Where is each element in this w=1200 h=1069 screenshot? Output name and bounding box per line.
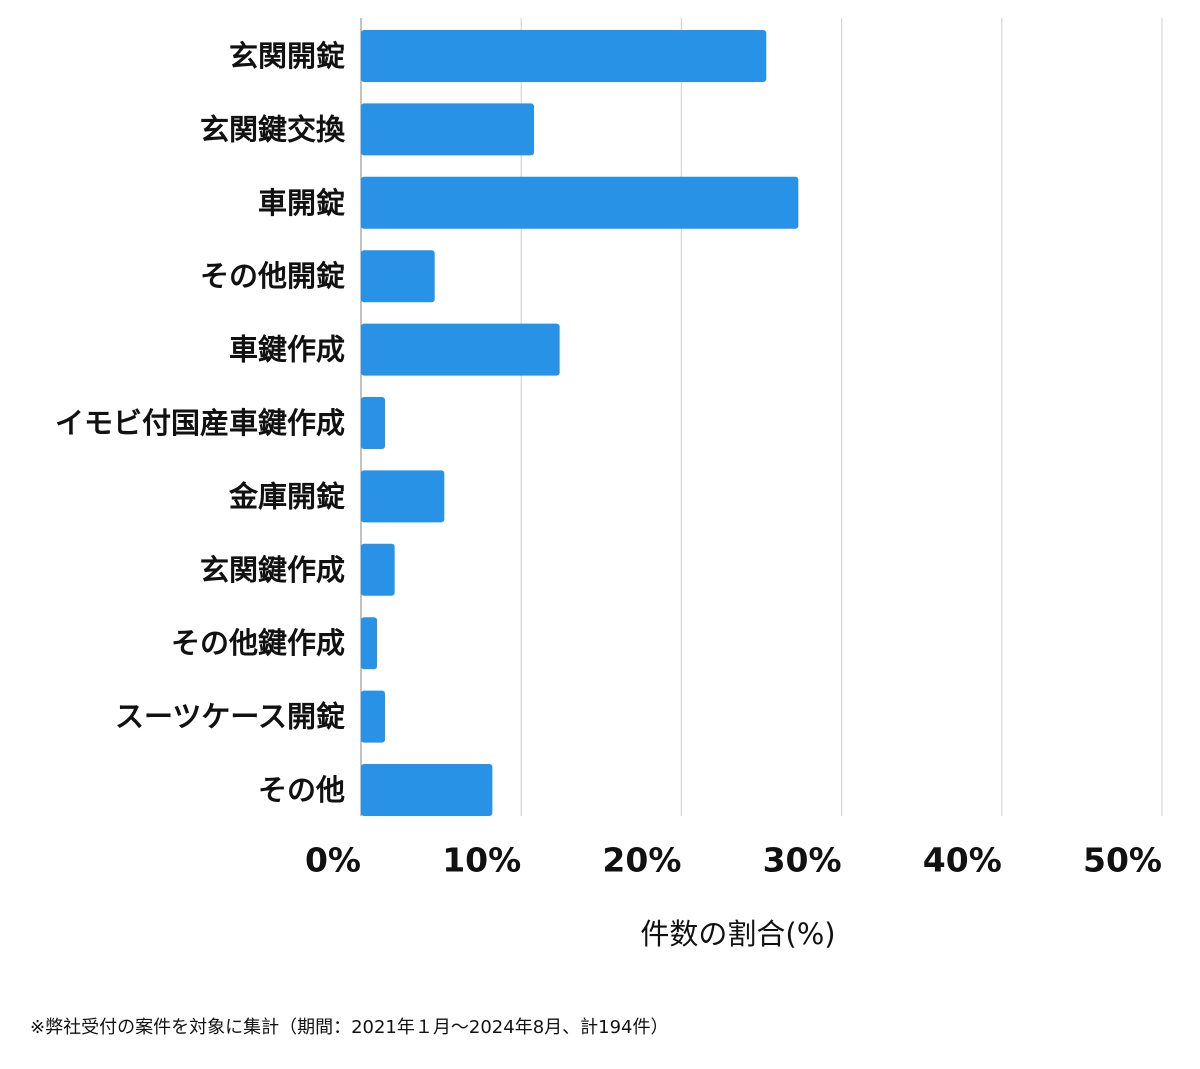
x-tick-label: 50% <box>1083 841 1162 880</box>
x-tick-label: 10% <box>442 841 521 880</box>
y-tick-label: 金庫開錠 <box>228 479 345 513</box>
y-tick-label: 車開錠 <box>258 186 345 220</box>
x-tick-label: 30% <box>763 841 842 880</box>
x-tick-label: 0% <box>305 841 361 880</box>
y-tick-label: その他鍵作成 <box>171 626 345 660</box>
bar <box>361 397 386 449</box>
footnote: ※弊社受付の案件を対象に集計（期間：2021年１月〜2024年8月、計194件） <box>30 1017 669 1038</box>
y-tick-label: 玄関鍵作成 <box>200 553 345 587</box>
y-tick-label: スーツケース開錠 <box>115 700 345 734</box>
bar <box>361 176 799 229</box>
y-tick-label: 車鍵作成 <box>229 333 345 367</box>
y-tick-label: その他 <box>258 773 345 807</box>
bar <box>361 470 445 523</box>
bar <box>361 543 395 596</box>
bar <box>361 323 560 376</box>
y-tick-label: その他開錠 <box>200 259 345 293</box>
y-tick-label: イモビ付国産車鍵作成 <box>55 406 345 440</box>
bar <box>361 764 493 816</box>
bar <box>361 690 386 743</box>
bar <box>361 30 767 82</box>
y-tick-label: 玄関鍵交換 <box>200 112 346 146</box>
x-axis-title: 件数の割合(%) <box>640 917 835 951</box>
bar <box>361 103 535 156</box>
bar <box>361 617 378 670</box>
x-tick-label: 20% <box>602 841 681 880</box>
x-tick-label: 40% <box>923 841 1002 880</box>
bar <box>361 250 435 303</box>
y-tick-label: 玄関開錠 <box>229 39 345 73</box>
